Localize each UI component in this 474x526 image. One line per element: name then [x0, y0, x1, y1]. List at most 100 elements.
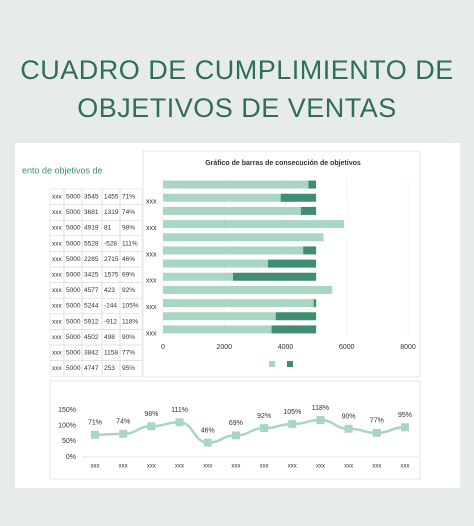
table-cell-text: -528 [104, 240, 117, 247]
table-cell-text: 74% [122, 209, 135, 216]
table-cell-text: 5000 [66, 318, 81, 325]
bar [163, 325, 272, 334]
y-tick-label: xxx [146, 199, 157, 206]
table-cell-text: 3842 [84, 350, 99, 357]
y-tick-label: 50% [62, 438, 76, 445]
marker [344, 424, 353, 433]
title-line: OBJETIVOS DE VENTAS [77, 93, 397, 123]
table-cell-text: 1455 [104, 194, 119, 201]
table-cell-text: 71% [122, 194, 135, 201]
table-cell-text: 46% [122, 256, 135, 263]
bar [308, 180, 317, 189]
table-cell-text: 105% [122, 303, 139, 310]
table-cell-text: 423 [104, 287, 115, 294]
y-tick-label: 0% [66, 454, 76, 461]
data-label: 98% [144, 411, 158, 418]
bar [303, 246, 317, 255]
y-tick-label: 100% [58, 423, 76, 430]
y-tick-label: xxx [146, 251, 157, 258]
table-cell-text: 5000 [66, 256, 81, 263]
x-tick-label: 0 [161, 344, 165, 351]
table-cell-text: 4577 [84, 287, 99, 294]
table-cell-text: 95% [122, 365, 135, 372]
marker [203, 438, 212, 447]
bar [300, 206, 317, 215]
legend-swatch [287, 361, 293, 367]
x-tick-label: xxx [372, 464, 381, 470]
table-cell-text: 5000 [66, 209, 81, 216]
table-cell-text: xxx [52, 256, 63, 263]
bar [280, 193, 317, 202]
table-cell-text: 1319 [104, 209, 119, 216]
x-tick-label: xxx [401, 464, 410, 470]
table-cell-text: 3425 [84, 272, 99, 279]
table-cell-text: xxx [52, 194, 63, 201]
table-cell-text: 5000 [66, 303, 81, 310]
legend-swatch [269, 361, 275, 367]
table-cell-text: xxx [52, 225, 63, 232]
marker [147, 422, 156, 431]
title-line: CUADRO DE CUMPLIMIENTO DE [20, 55, 454, 85]
x-tick-label: xxx [203, 464, 212, 470]
bar [163, 259, 268, 268]
bar [163, 220, 345, 229]
y-tick-label: xxx [146, 330, 157, 337]
table-cell-text: 92% [122, 287, 135, 294]
bar [163, 193, 281, 202]
table-cell-text: 77% [122, 350, 135, 357]
x-tick-label: xxx [316, 464, 325, 470]
bar [232, 272, 317, 281]
table-cell-text: 5000 [66, 287, 81, 294]
table-cell-text: 4747 [84, 365, 99, 372]
table-cell-text: 5000 [66, 350, 81, 357]
table-cell-text: 5244 [84, 303, 99, 310]
marker [372, 428, 381, 437]
data-label: 69% [229, 420, 243, 427]
data-label: 90% [342, 414, 356, 421]
x-tick-label: 2000 [216, 344, 232, 351]
chart-title: Gráfico de barras de consecución de obje… [205, 160, 361, 167]
table-cell-text: 5000 [66, 225, 81, 232]
bar [313, 299, 317, 308]
x-tick-label: xxx [119, 464, 128, 470]
marker [316, 416, 325, 425]
y-tick-label: 150% [58, 407, 76, 414]
marker [91, 430, 99, 439]
data-label: 118% [312, 405, 329, 412]
bar [267, 259, 317, 268]
table-cell-text: 2715 [104, 256, 119, 263]
x-tick-label: 8000 [400, 344, 416, 351]
table-cell-text: 69% [122, 272, 135, 279]
table-cell-text: 4502 [84, 334, 99, 341]
data-label: 46% [201, 427, 215, 434]
table-cell-text: 98% [122, 225, 135, 232]
x-tick-label: xxx [147, 464, 156, 470]
table-cell-text: 5000 [66, 240, 81, 247]
x-tick-label: xxx [260, 464, 269, 470]
y-tick-label: xxx [146, 225, 157, 232]
x-tick-label: xxx [175, 464, 184, 470]
table-cell-text: xxx [52, 240, 63, 247]
table-cell-text: 81 [104, 225, 112, 232]
marker [119, 429, 128, 438]
table-cell-text: -912 [104, 318, 117, 325]
x-tick-label: 6000 [339, 344, 355, 351]
y-tick-label: xxx [146, 278, 157, 285]
marker [175, 418, 184, 427]
data-label: 105% [283, 409, 301, 416]
table-cell-text: xxx [52, 272, 63, 279]
table-cell-text: 3681 [84, 209, 99, 216]
table-cell-text: 90% [122, 334, 135, 341]
bar [163, 299, 314, 308]
table-cell-text: 5000 [66, 334, 81, 341]
data-label: 77% [370, 418, 384, 425]
table-cell-text: 498 [104, 334, 115, 341]
table-cell [119, 360, 143, 377]
table-cell-text: xxx [52, 287, 63, 294]
table-cell-text: 4919 [84, 225, 99, 232]
data-label: 111% [171, 407, 188, 414]
marker [288, 420, 297, 429]
table-cell-text: 2285 [84, 256, 99, 263]
table-cell-text: 5912 [84, 318, 99, 325]
table-cell-text: xxx [52, 303, 63, 310]
